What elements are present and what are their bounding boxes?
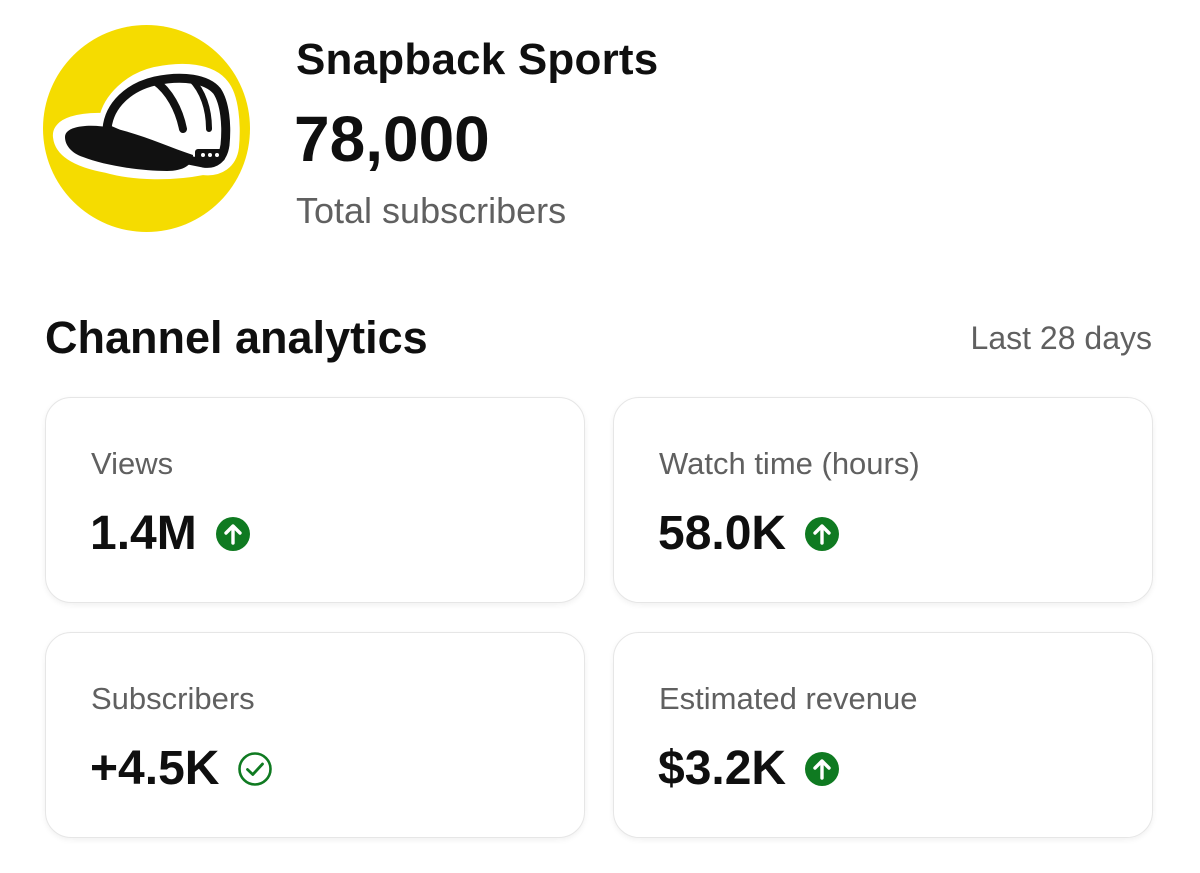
subscriber-count: 78,000 <box>294 103 490 175</box>
metric-value: 1.4M <box>90 507 197 560</box>
section-title: Channel analytics <box>45 312 428 363</box>
metric-label: Views <box>91 446 174 481</box>
metric-label: Subscribers <box>91 681 255 716</box>
metric-value-row: 58.0K <box>658 506 840 562</box>
metric-card-views[interactable]: Views 1.4M <box>45 397 585 603</box>
period-selector[interactable]: Last 28 days <box>970 320 1152 356</box>
metric-value: 58.0K <box>658 507 787 560</box>
metric-value: $3.2K <box>658 742 787 795</box>
metric-value-row: +4.5K <box>90 741 273 797</box>
subscriber-label: Total subscribers <box>296 190 567 231</box>
up-arrow-icon <box>215 516 251 552</box>
snapback-cap-icon <box>53 63 240 180</box>
up-arrow-icon <box>804 751 840 787</box>
channel-name[interactable]: Snapback Sports <box>296 35 659 84</box>
check-circle-icon <box>237 751 273 787</box>
metric-label: Estimated revenue <box>659 681 918 716</box>
metric-card-estimated-revenue[interactable]: Estimated revenue $3.2K <box>613 632 1153 838</box>
metric-value-row: $3.2K <box>658 741 840 797</box>
channel-header: Snapback Sports 78,000 Total subscribers <box>0 0 1200 260</box>
metric-card-subscribers[interactable]: Subscribers +4.5K <box>45 632 585 838</box>
metric-label: Watch time (hours) <box>659 446 920 481</box>
channel-avatar[interactable] <box>43 25 250 232</box>
metric-card-watch-time[interactable]: Watch time (hours) 58.0K <box>613 397 1153 603</box>
metric-value: +4.5K <box>90 742 220 795</box>
metric-value-row: 1.4M <box>90 506 251 562</box>
up-arrow-icon <box>804 516 840 552</box>
